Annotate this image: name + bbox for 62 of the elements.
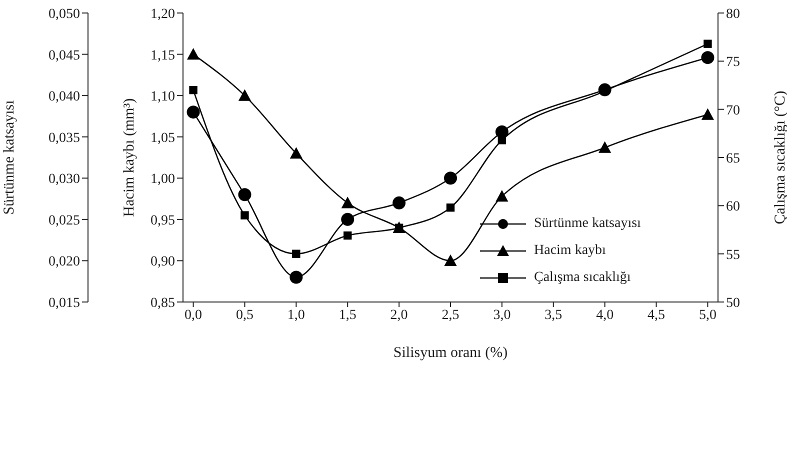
point [189, 86, 198, 94]
y2-tick-label: 0,045 [48, 48, 80, 64]
y3-tick-label: 65 [726, 151, 740, 166]
point [186, 106, 200, 119]
x-tick-label: 4,0 [596, 308, 614, 323]
legend-label: Sürtünme katsayısı [534, 216, 641, 232]
point [392, 196, 406, 210]
x-tick-label: 3,5 [544, 308, 562, 323]
y3-tick-label: 55 [726, 248, 740, 263]
x-tick-label: 0,0 [184, 308, 202, 323]
point [341, 196, 354, 208]
point [290, 270, 303, 284]
y-tick-label: 1,00 [150, 172, 175, 188]
point [238, 89, 252, 101]
x-tick-label: 4,5 [648, 308, 666, 323]
point [701, 51, 714, 64]
y2-tick-label: 0,040 [48, 90, 80, 105]
point [444, 254, 457, 266]
x-axis-title: Silisyum oranı (%) [393, 345, 508, 361]
y-tick-label: 1,10 [150, 90, 175, 105]
y2-axis-title: Sürtünme katsayısı [1, 100, 18, 215]
point [290, 147, 302, 159]
point [446, 203, 455, 212]
point [444, 172, 457, 185]
x-tick-label: 5,0 [698, 308, 716, 323]
point [341, 212, 354, 226]
legend-label: Çalışma sıcaklığı [534, 270, 631, 286]
y-axis-title: Hacim kaybı (mm³) [121, 98, 138, 217]
y-tick-label: 0,95 [150, 213, 175, 228]
y2-tick-label: 0,020 [48, 254, 80, 270]
point [292, 250, 300, 258]
y3-tick-label: 80 [726, 6, 740, 22]
y3-tick-label: 70 [726, 103, 740, 118]
y2-tick-label: 0,015 [48, 296, 80, 311]
point [238, 188, 252, 202]
legend-label: Hacim kaybı [534, 242, 606, 258]
x-tick-label: 2,5 [442, 308, 460, 323]
x-tick-label: 2,0 [390, 308, 408, 323]
y2-tick-label: 0,035 [48, 130, 80, 146]
y-tick-label: 1,15 [150, 48, 175, 64]
point [598, 141, 612, 153]
y2-tick-label: 0,050 [48, 6, 80, 22]
y-tick-label: 0,85 [150, 296, 175, 311]
y2-tick-label: 0,030 [48, 172, 80, 188]
point [704, 40, 712, 48]
x-tick-label: 0,5 [236, 308, 254, 323]
x-tick-label: 3,0 [493, 308, 511, 323]
point [186, 48, 200, 60]
point [344, 231, 352, 240]
y-tick-label: 1,05 [150, 130, 175, 146]
y3-tick-label: 60 [726, 200, 740, 215]
y3-tick-label: 50 [726, 296, 740, 311]
point [240, 211, 249, 220]
x-tick-label: 1,5 [338, 308, 356, 323]
y2-tick-label: 0,025 [48, 213, 80, 228]
y-tick-label: 0,90 [150, 254, 175, 270]
point [498, 136, 506, 144]
y3-tick-label: 75 [726, 55, 740, 70]
point [496, 190, 508, 202]
point [701, 108, 714, 120]
y-tick-label: 1,20 [150, 6, 175, 22]
x-tick-label: 1,0 [287, 308, 305, 323]
